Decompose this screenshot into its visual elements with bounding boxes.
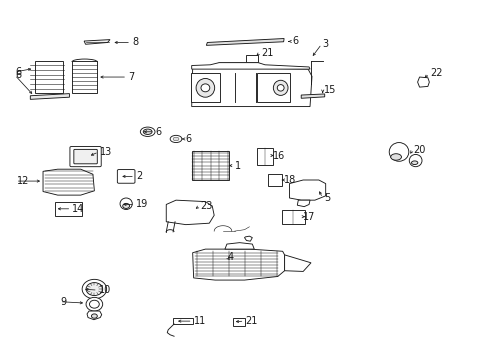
Polygon shape [30,94,69,99]
Bar [267,174,281,186]
Text: 6: 6 [185,134,192,144]
Polygon shape [166,200,214,225]
Text: 13: 13 [100,147,112,157]
Text: 6: 6 [16,70,22,80]
Ellipse shape [408,154,421,167]
Text: 10: 10 [99,285,111,295]
Polygon shape [191,63,311,107]
Polygon shape [206,39,284,45]
Polygon shape [191,63,309,69]
Ellipse shape [196,78,214,97]
Ellipse shape [82,279,106,299]
FancyBboxPatch shape [74,149,97,164]
Ellipse shape [173,137,179,141]
Text: 22: 22 [429,68,442,78]
Polygon shape [289,180,325,200]
Text: 16: 16 [272,150,285,161]
Polygon shape [43,169,94,195]
Polygon shape [173,318,192,324]
Polygon shape [87,311,102,320]
Text: 18: 18 [283,175,295,185]
Polygon shape [192,249,284,280]
Text: 3: 3 [322,39,328,49]
Bar [72,61,97,93]
Polygon shape [297,200,309,207]
Text: 1: 1 [234,161,241,171]
Text: 5: 5 [323,193,329,203]
Polygon shape [301,94,324,98]
Text: 2: 2 [136,171,142,181]
Polygon shape [284,255,310,271]
Ellipse shape [122,203,129,208]
Text: 6: 6 [155,127,162,137]
Ellipse shape [410,161,417,165]
Text: 4: 4 [227,252,234,262]
Bar [55,202,82,216]
Ellipse shape [201,84,209,92]
Text: 21: 21 [261,48,273,58]
Ellipse shape [140,127,155,136]
Bar [257,73,290,102]
Bar [190,73,220,102]
Text: 12: 12 [17,176,29,186]
Bar [257,148,272,165]
Ellipse shape [120,198,132,210]
Text: 9: 9 [61,297,67,307]
Ellipse shape [89,300,99,308]
Text: 6: 6 [16,67,22,77]
Bar [191,151,228,180]
Text: 17: 17 [303,212,315,222]
Ellipse shape [390,154,401,160]
Ellipse shape [170,135,182,143]
Text: 20: 20 [413,145,425,155]
Ellipse shape [91,314,97,318]
Text: 19: 19 [136,199,148,210]
Ellipse shape [273,80,287,95]
Text: 7: 7 [128,72,134,82]
Bar [35,61,63,93]
Text: 14: 14 [72,204,84,214]
Bar [282,210,304,224]
Text: 21: 21 [245,316,257,326]
Bar [232,318,244,326]
Polygon shape [224,243,254,249]
Bar [245,55,257,63]
FancyBboxPatch shape [70,147,101,167]
Ellipse shape [143,129,152,134]
Text: 11: 11 [193,316,205,326]
Text: 23: 23 [200,201,212,211]
Ellipse shape [388,143,408,161]
Polygon shape [244,236,252,241]
Ellipse shape [277,85,284,91]
Polygon shape [84,40,110,44]
Text: 6: 6 [292,36,298,46]
Ellipse shape [86,297,102,311]
FancyBboxPatch shape [117,170,135,183]
Polygon shape [417,77,428,87]
Text: 15: 15 [323,85,335,95]
Ellipse shape [86,283,102,296]
Text: 8: 8 [132,37,138,48]
